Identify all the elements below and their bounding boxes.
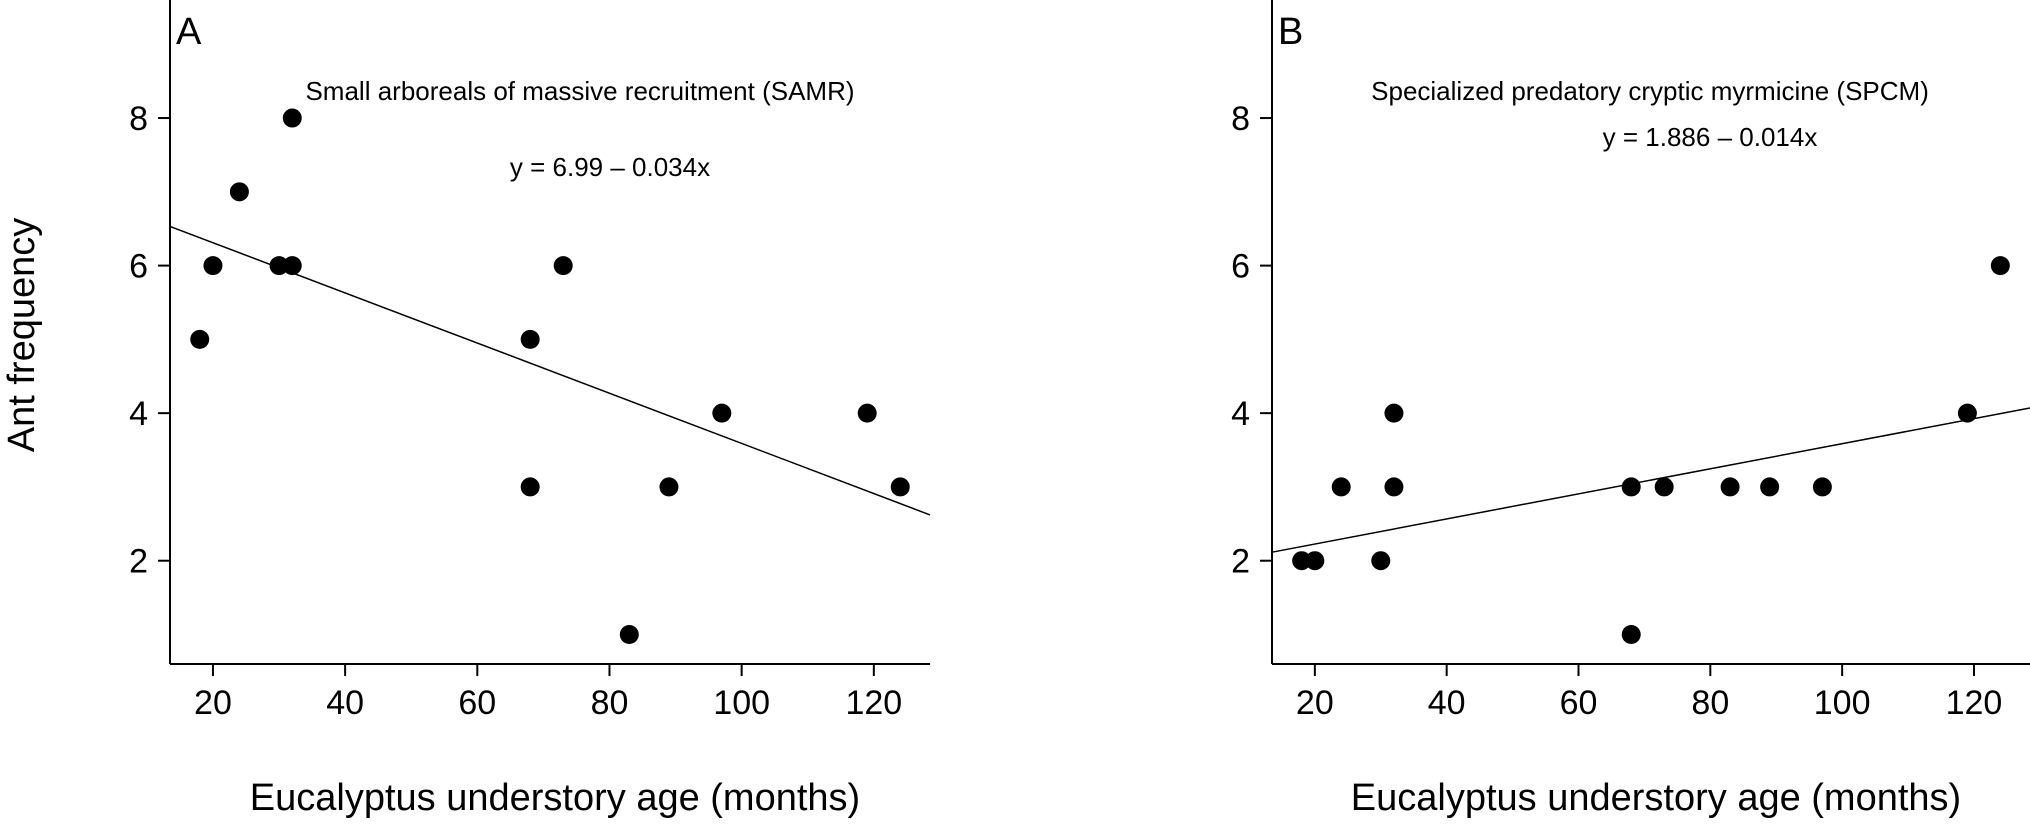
y-tick-label: 8 (1231, 100, 1250, 138)
data-point (282, 256, 302, 276)
data-point (1812, 477, 1832, 497)
data-point (1621, 477, 1641, 497)
panel-b: 2 4 6 8 20 40 60 80 100 120 Eucalyptus understory … (1231, 0, 2030, 819)
x-tick-label: 80 (1691, 684, 1729, 722)
data-point (520, 329, 540, 349)
data-point (1654, 477, 1674, 497)
data-point (1292, 551, 1312, 571)
data-point (553, 256, 573, 276)
data-point (619, 624, 639, 644)
data-point (520, 477, 540, 497)
data-point (1760, 477, 1780, 497)
x-tick-label: 60 (458, 684, 496, 722)
data-point (1990, 256, 2010, 276)
x-axis-title: Eucalyptus understory age (months) (250, 777, 860, 819)
x-axis-title: Eucalyptus understory age (months) (1351, 777, 1961, 819)
data-point (712, 403, 732, 423)
regression-equation: y = 6.99 – 0.034x (510, 152, 710, 182)
data-point (269, 256, 289, 276)
y-tick-label: 6 (1231, 248, 1250, 286)
panel-a: 2 4 6 8 20 40 60 80 100 120 Eucalyptus understory … (129, 0, 931, 819)
y-tick-label: 6 (129, 248, 148, 286)
regression-line (1271, 407, 2030, 553)
y-tick-label: 2 (129, 543, 148, 581)
data-point (1957, 403, 1977, 423)
y-tick-label: 4 (129, 395, 148, 433)
data-point (1720, 477, 1740, 497)
data-point (1384, 403, 1404, 423)
data-point (1331, 477, 1351, 497)
panel-title: Small arboreals of massive recruitment (… (305, 76, 854, 106)
data-point (659, 477, 679, 497)
panel-title: Specialized predatory cryptic myrmicine … (1371, 76, 1929, 106)
regression-line (169, 225, 931, 516)
data-point (890, 477, 910, 497)
data-point (1621, 624, 1641, 644)
data-point (190, 329, 210, 349)
data-point (282, 108, 302, 128)
x-tick-label: 40 (326, 684, 364, 722)
data-point (857, 403, 877, 423)
y-tick-label: 2 (1231, 543, 1250, 581)
y-tick-label: 8 (129, 100, 148, 138)
x-tick-label: 120 (845, 684, 902, 722)
x-tick-label: 60 (1560, 684, 1598, 722)
data-point (229, 182, 249, 202)
data-point (203, 256, 223, 276)
x-tick-label: 120 (1946, 684, 2003, 722)
y-tick-label: 4 (1231, 395, 1250, 433)
panel-letter: B (1278, 11, 1303, 53)
x-tick-label: 80 (591, 684, 629, 722)
data-point (1371, 551, 1391, 571)
data-point (1305, 551, 1325, 571)
x-tick-label: 40 (1428, 684, 1466, 722)
x-tick-label: 20 (194, 684, 232, 722)
y-axis-title: Ant frequency (1, 218, 43, 452)
data-point (1384, 477, 1404, 497)
regression-equation: y = 1.886 – 0.014x (1603, 122, 1818, 152)
x-tick-label: 100 (1814, 684, 1871, 722)
x-tick-label: 20 (1296, 684, 1334, 722)
panel-letter: A (176, 11, 202, 53)
x-tick-label: 100 (713, 684, 770, 722)
